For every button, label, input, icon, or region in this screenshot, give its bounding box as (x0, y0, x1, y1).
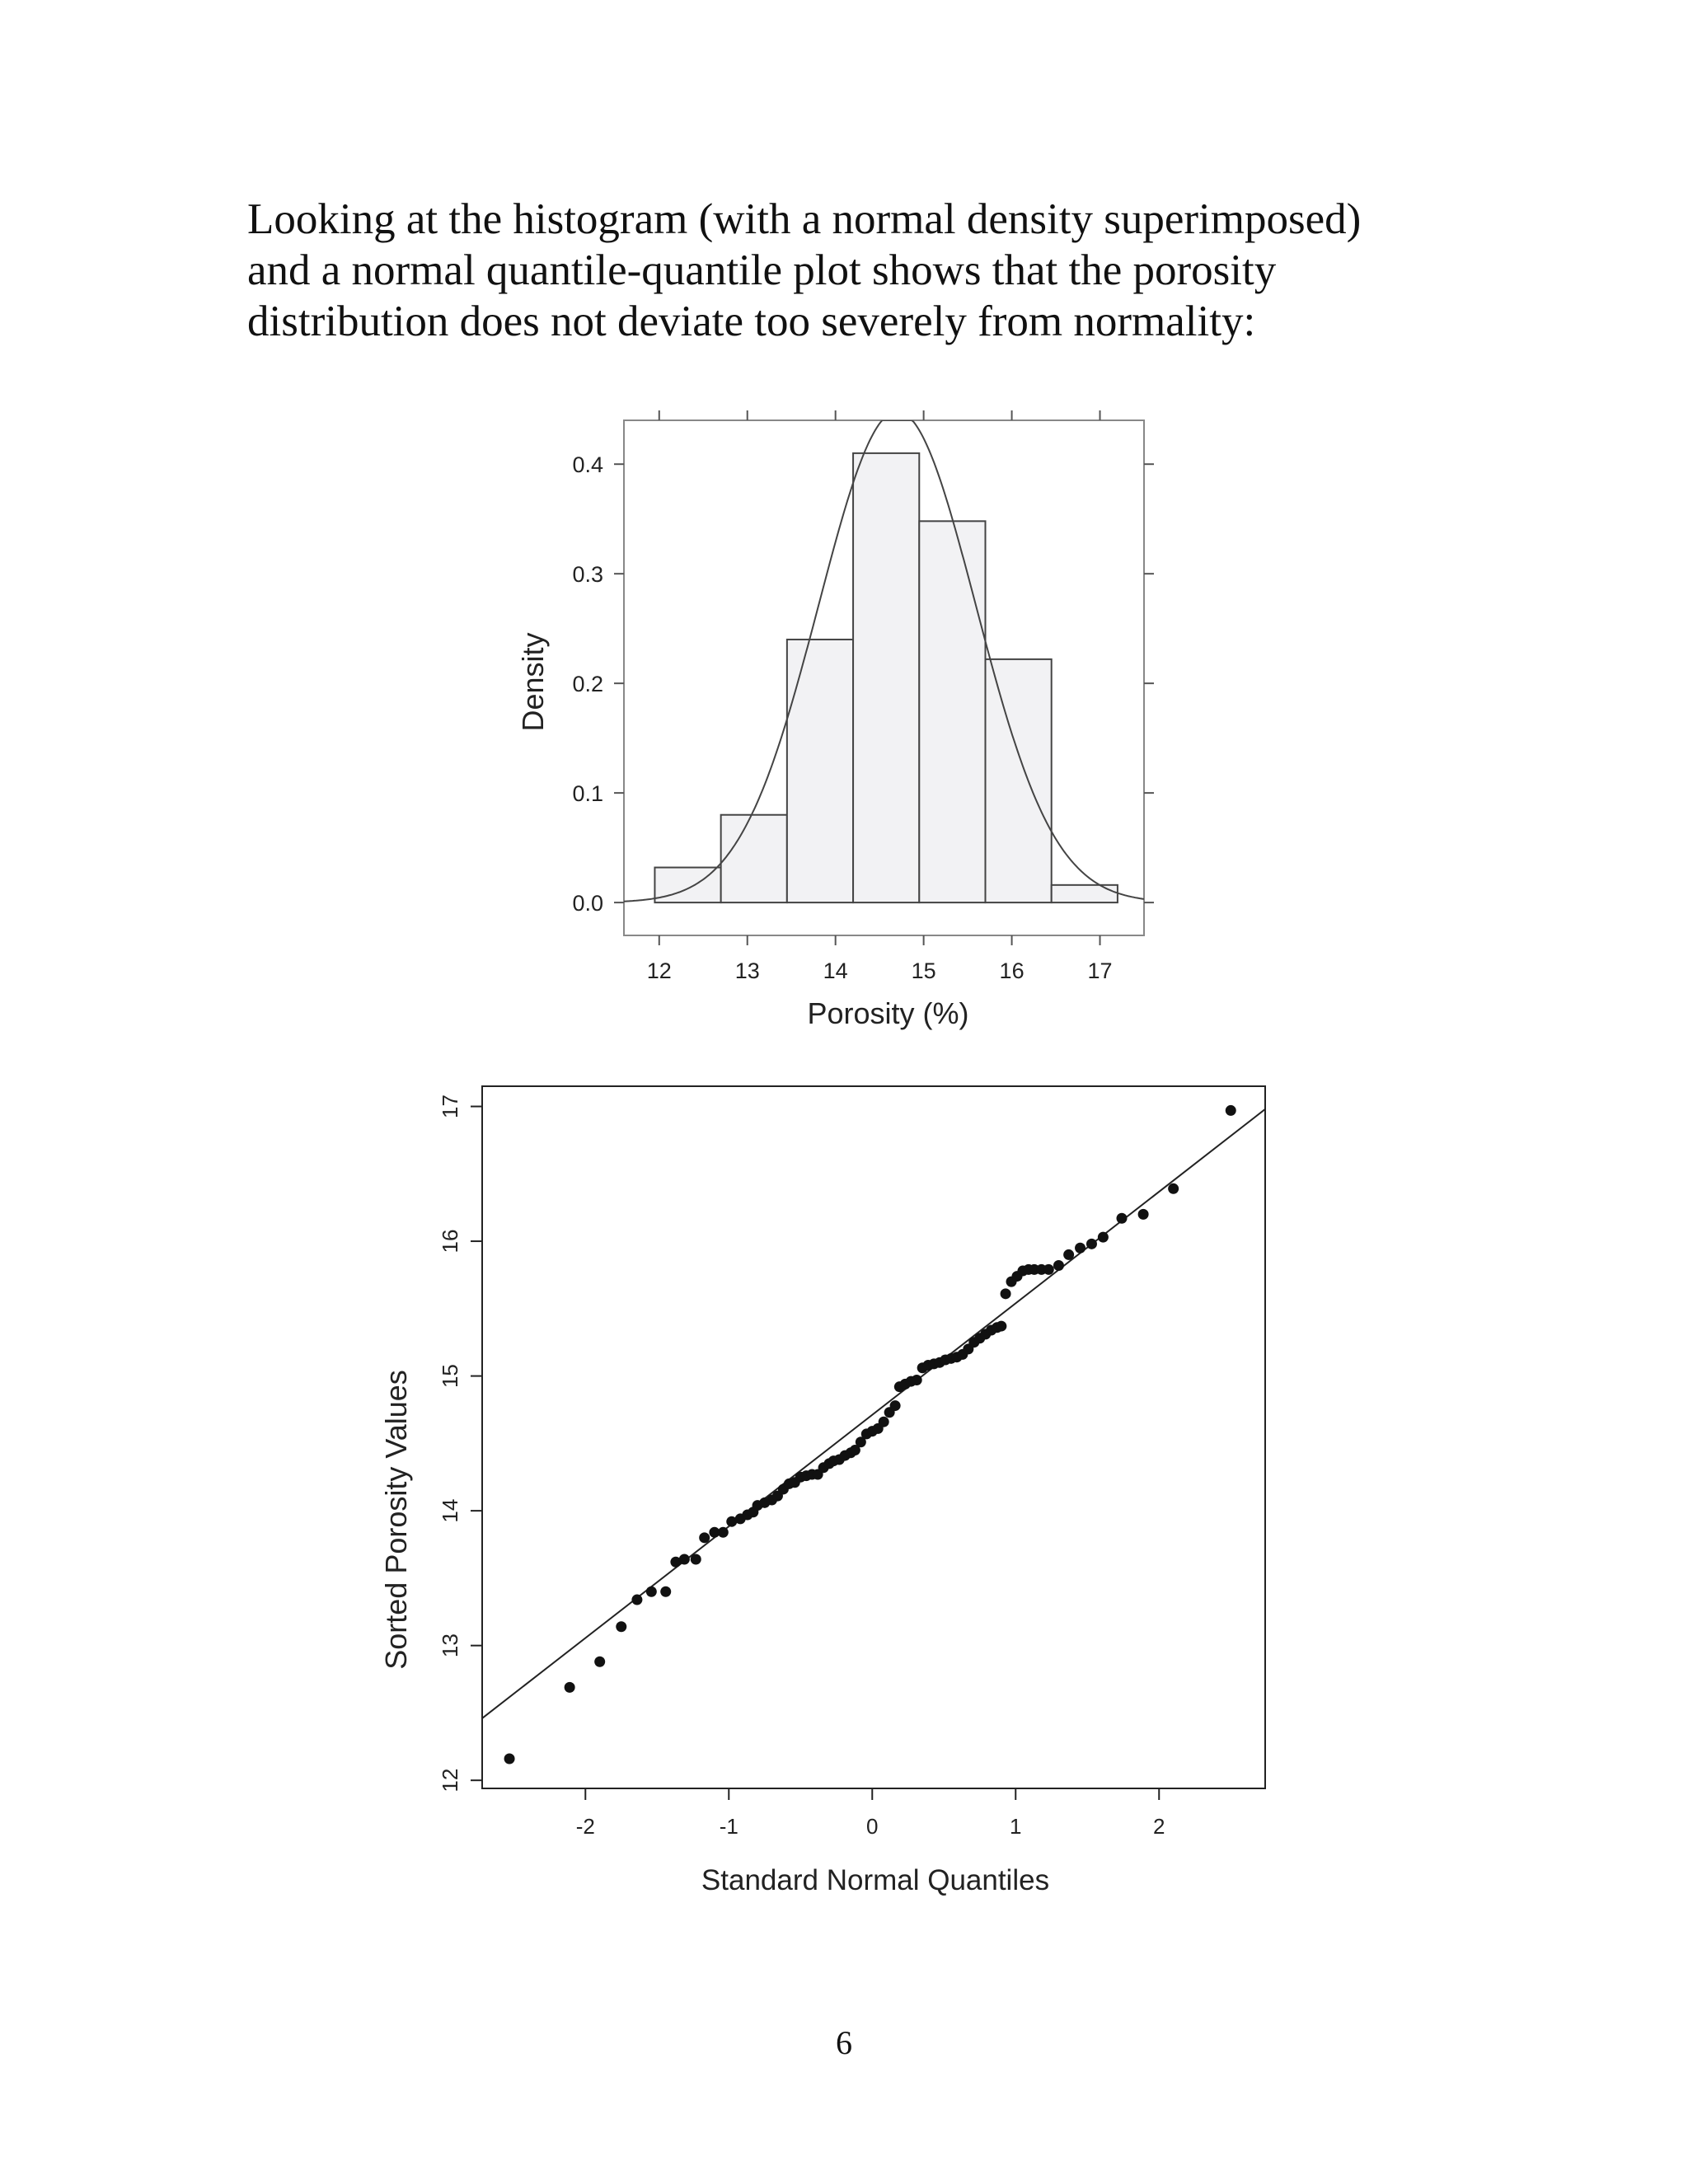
qq-point (1063, 1249, 1075, 1260)
y-tick-label: 0.3 (572, 562, 603, 587)
qq-point (631, 1594, 643, 1605)
y-tick-label: 13 (438, 1633, 462, 1657)
qq-point (1137, 1208, 1149, 1220)
qq-point (645, 1586, 657, 1597)
y-tick-label: 0.4 (572, 452, 603, 477)
qq-frame (481, 1085, 1266, 1789)
qq-point (855, 1436, 866, 1448)
qq-point (594, 1656, 606, 1667)
x-axis-label: Porosity (%) (807, 996, 968, 1030)
qq-point (849, 1445, 860, 1456)
x-tick-label: 15 (912, 958, 936, 983)
histogram-bar (1050, 883, 1118, 904)
density-curve (624, 420, 1144, 902)
histogram-chart: 12 13 14 15 16 17 0.0 0.1 0.2 0.3 0.4 Porosity (%) D… (516, 410, 1154, 1030)
qq-point (1000, 1288, 1011, 1300)
qq-point (1225, 1104, 1236, 1116)
paragraph-line-3: distribution does not deviate too severe… (247, 298, 1256, 345)
qq-point (660, 1586, 672, 1597)
y-tick-label: 0.2 (572, 672, 603, 696)
x-tick-label: 12 (647, 958, 672, 983)
qq-point (878, 1416, 889, 1427)
qq-point (911, 1374, 922, 1385)
qq-point (1085, 1238, 1097, 1249)
y-axis-label: Sorted Porosity Values (379, 1370, 413, 1670)
x-axis-label: Standard Normal Quantiles (701, 1864, 1049, 1896)
y-tick-label: 0.0 (572, 891, 603, 916)
y-tick-label: 15 (438, 1364, 462, 1388)
qq-point (1075, 1242, 1086, 1254)
x-tick-label: 13 (735, 958, 760, 983)
qq-point (690, 1554, 701, 1565)
qq-point (616, 1621, 627, 1633)
qq-point (726, 1516, 738, 1527)
paragraph-line-2: and a normal quantile-quantile plot show… (247, 246, 1277, 294)
y-tick-label: 17 (438, 1094, 462, 1118)
body-paragraph: Looking at the histogram (with a normal … (247, 194, 1484, 347)
qq-point (670, 1556, 682, 1568)
qq-point (1043, 1263, 1054, 1275)
x-tick-label: 0 (866, 1814, 878, 1839)
histogram-bar (852, 452, 921, 904)
x-tick-label: -2 (576, 1814, 595, 1839)
y-tick-label: 12 (438, 1769, 462, 1793)
x-tick-label: 17 (1088, 958, 1113, 983)
y-tick-label: 14 (438, 1499, 462, 1523)
qq-point (678, 1554, 690, 1565)
qq-point (996, 1320, 1007, 1332)
qq-point (1168, 1183, 1179, 1194)
paragraph-line-1: Looking at the histogram (with a normal … (247, 195, 1362, 243)
x-tick-label: 1 (1010, 1814, 1021, 1839)
histogram-bar (785, 638, 855, 904)
y-tick-label: 16 (438, 1230, 462, 1254)
qq-point (889, 1400, 901, 1412)
qq-point (1053, 1259, 1064, 1271)
y-axis-label: Density (516, 632, 550, 731)
qq-point (709, 1526, 720, 1538)
qq-point (699, 1532, 710, 1544)
x-tick-label: 2 (1153, 1814, 1165, 1839)
qq-point (717, 1526, 729, 1538)
qq-point (1116, 1212, 1128, 1224)
x-tick-label: 16 (1000, 958, 1025, 983)
page-number: 6 (836, 2024, 852, 2061)
qq-point (504, 1753, 515, 1765)
histogram-bar (984, 658, 1053, 904)
x-tick-label: 14 (823, 958, 848, 983)
qq-point (564, 1681, 575, 1693)
y-tick-label: 0.1 (572, 781, 603, 806)
qq-point (1097, 1231, 1109, 1243)
histogram-bar (720, 813, 788, 904)
histogram-bar (918, 520, 987, 904)
x-tick-label: -1 (720, 1814, 738, 1839)
reference-line (481, 1108, 1266, 1719)
